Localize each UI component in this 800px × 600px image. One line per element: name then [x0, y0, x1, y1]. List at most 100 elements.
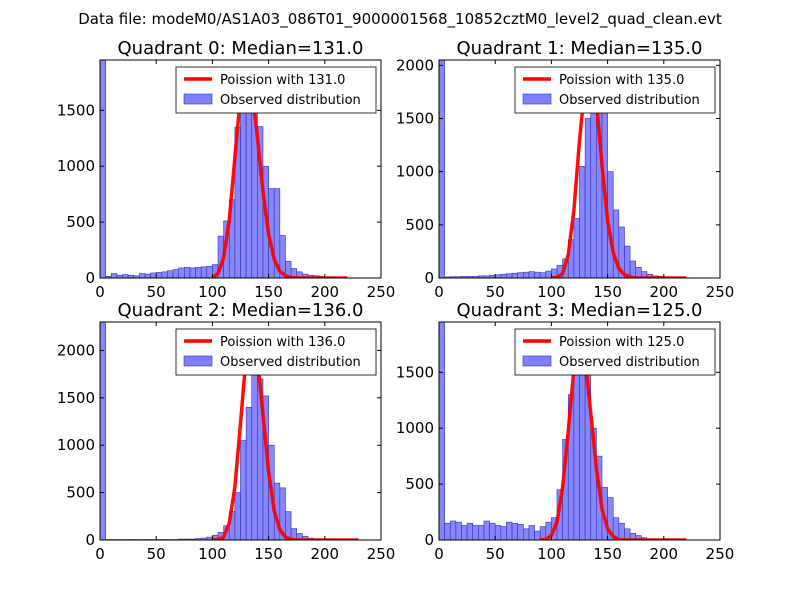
quadrant-2-axes-frame	[99, 321, 382, 541]
x-tick-label: 100	[537, 545, 566, 563]
legend-observed-swatch	[183, 93, 213, 105]
legend-observed-label: Observed distribution	[220, 355, 361, 370]
legend-observed-swatch	[522, 355, 552, 367]
histogram-bar	[584, 118, 592, 278]
y-tick-label: 2000	[396, 56, 434, 74]
histogram-bar	[245, 407, 253, 540]
histogram-bar	[150, 272, 157, 278]
y-tick-label: 0	[85, 269, 95, 287]
histogram-bar	[545, 270, 552, 278]
legend-box	[514, 328, 716, 376]
histogram-bar	[590, 90, 597, 278]
quadrant-1-plot-area	[439, 60, 687, 278]
histogram-bar	[139, 273, 146, 278]
histogram-bar	[444, 522, 451, 540]
legend-box	[514, 66, 716, 114]
histogram-bar	[500, 273, 507, 278]
y-tick-label: 1500	[57, 101, 95, 119]
histogram-bar	[522, 528, 530, 540]
y-tick-label: 1500	[57, 389, 95, 407]
y-tick-label: 500	[405, 475, 434, 493]
quadrant-2-legend: Poission with 136.0 Observed distribution	[175, 328, 377, 376]
histogram-bar	[240, 440, 247, 540]
y-tick-label: 0	[424, 531, 434, 549]
histogram-bar	[573, 218, 580, 278]
histogram-bar	[461, 525, 468, 540]
histogram-bar	[122, 274, 129, 278]
histogram-bar	[517, 524, 524, 540]
legend-poisson-label: Poission with 136.0	[220, 335, 345, 350]
legend-box	[175, 66, 377, 114]
legend-observed-swatch	[522, 93, 552, 105]
legend-observed-label: Observed distribution	[220, 93, 361, 108]
histogram-bar	[100, 322, 106, 540]
quadrant-3-legend: Poission with 125.0 Observed distribution	[514, 328, 716, 376]
histogram-bar	[455, 521, 462, 540]
legend-box	[175, 328, 377, 376]
histogram-bar	[167, 270, 174, 278]
histogram-bar	[155, 272, 163, 278]
y-tick-label: 1500	[396, 109, 434, 127]
y-tick-label: 1000	[57, 157, 95, 175]
histogram-bar	[483, 520, 490, 540]
y-tick-label: 1000	[57, 436, 95, 454]
y-tick-label: 2000	[57, 341, 95, 359]
x-tick-label: 250	[367, 545, 396, 563]
histogram-bar	[500, 526, 507, 540]
y-tick-label: 500	[405, 216, 434, 234]
poisson-curve	[551, 69, 687, 278]
histogram-bar	[100, 60, 106, 278]
quadrant-0-title: Quadrant 0: Median=131.0	[118, 38, 364, 59]
quadrant-0-legend: Poission with 131.0 Observed distribution	[175, 66, 377, 114]
y-tick-label: 500	[66, 213, 95, 231]
x-tick-label: 200	[310, 283, 339, 301]
histogram-bar	[494, 525, 502, 540]
quadrant-1-title: Quadrant 1: Median=135.0	[457, 38, 703, 59]
quadrant-1-axes-frame	[438, 59, 721, 279]
histogram-bar	[439, 322, 445, 540]
x-tick-label: 0	[95, 545, 105, 563]
quadrant-3-axes-frame	[438, 321, 721, 541]
histogram-bar	[528, 271, 535, 278]
x-tick-label: 150	[593, 283, 622, 301]
histogram-bar	[517, 272, 524, 278]
x-tick-label: 150	[593, 545, 622, 563]
histogram-bar	[161, 271, 168, 278]
x-tick-label: 150	[254, 545, 283, 563]
histogram-bar	[251, 354, 258, 540]
quadrant-2-panel: Quadrant 2: Median=136.0 0 50 100 150 200 250 0…	[57, 300, 396, 563]
histogram-bar	[528, 525, 535, 540]
histogram-bar	[439, 60, 445, 278]
histogram-bar	[534, 530, 541, 540]
histogram-bar	[195, 267, 202, 278]
histogram-bar	[511, 272, 518, 278]
x-tick-label: 0	[95, 283, 105, 301]
x-tick-label: 100	[537, 283, 566, 301]
legend-observed-label: Observed distribution	[559, 93, 700, 108]
histogram-bar	[273, 188, 281, 278]
histogram-bar	[466, 522, 474, 540]
x-tick-label: 150	[254, 283, 283, 301]
quadrant-2-title: Quadrant 2: Median=136.0	[118, 300, 364, 321]
poisson-curve	[211, 67, 348, 278]
histogram-bar	[489, 522, 496, 540]
y-tick-label: 0	[85, 531, 95, 549]
quadrant-1-legend: Poission with 135.0 Observed distribution	[514, 66, 716, 114]
quadrant-0-axes-frame	[99, 59, 382, 279]
y-tick-label: 1000	[396, 163, 434, 181]
histogram-bar	[472, 525, 479, 540]
histogram-bar	[618, 522, 625, 540]
poisson-curve	[212, 329, 359, 540]
quadrant-3-panel: Quadrant 3: Median=125.0 0 50 100 150 200 250 0…	[396, 300, 735, 563]
legend-poisson-label: Poission with 125.0	[559, 335, 684, 350]
quadrant-3-title: Quadrant 3: Median=125.0	[457, 300, 703, 321]
y-tick-label: 500	[66, 484, 95, 502]
histogram-bar	[478, 525, 485, 540]
histogram-bar	[200, 266, 208, 278]
x-tick-label: 50	[147, 545, 166, 563]
x-tick-label: 250	[706, 545, 735, 563]
x-tick-label: 200	[649, 283, 678, 301]
x-tick-label: 100	[198, 283, 227, 301]
histogram-bar	[206, 265, 213, 278]
